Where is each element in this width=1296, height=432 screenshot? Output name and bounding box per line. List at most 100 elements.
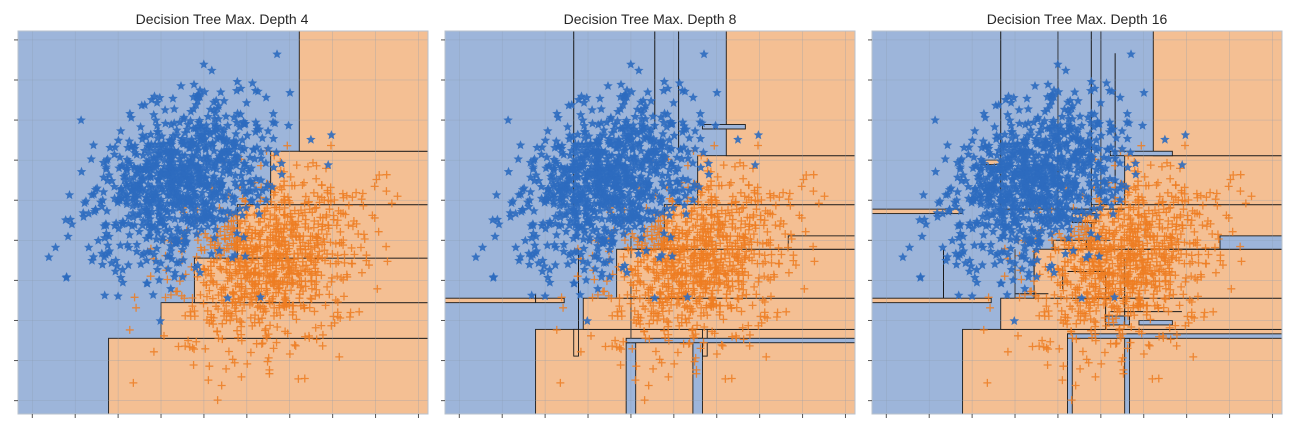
point-class-b [214,291,223,300]
point-class-a [1085,160,1095,170]
point-class-b [986,303,995,312]
point-class-b [301,332,310,341]
point-class-b [317,271,326,280]
point-class-a [697,118,707,128]
point-class-a [198,206,208,216]
point-class-a [174,197,185,207]
point-class-b [789,256,798,265]
point-class-b [639,280,648,289]
point-class-a [99,290,110,300]
point-class-a [187,219,197,229]
point-class-a [665,180,676,190]
point-class-a [110,266,121,276]
point-class-a [122,240,133,249]
point-class-a [601,167,612,177]
point-class-b [188,302,197,311]
point-class-b [644,296,653,305]
point-class-b [681,280,690,289]
point-class-a [139,248,149,258]
point-class-a [98,187,109,197]
point-class-b [665,306,674,315]
point-class-a [542,152,552,162]
point-class-b [1149,294,1158,303]
point-class-a [633,248,644,258]
point-class-a [182,124,193,134]
point-class-a [545,186,555,196]
point-class-b [1191,238,1200,247]
point-class-b [658,282,667,291]
point-class-b [320,195,329,204]
point-class-a [663,170,673,180]
point-class-b [283,193,292,202]
point-class-b [325,205,334,214]
point-class-a [651,147,662,157]
point-class-b [1124,249,1133,258]
point-class-b [713,231,722,240]
point-class-b [332,221,341,230]
point-class-a [577,145,587,155]
point-class-b [762,352,771,361]
point-class-b [1076,257,1085,266]
point-class-b [602,277,611,286]
point-class-b [1062,277,1071,286]
point-class-b [129,378,138,387]
point-class-b [627,245,636,254]
point-class-b [207,269,216,278]
point-class-a [125,108,135,118]
point-class-a [576,249,586,259]
point-class-b [715,276,724,285]
point-class-b [192,252,201,261]
point-class-b [355,307,364,316]
point-class-a [240,251,250,261]
point-class-b [1089,219,1098,228]
point-class-b [1089,257,1098,266]
point-class-b [1081,274,1090,283]
point-class-b [315,198,324,207]
point-class-a [666,232,676,242]
point-class-a [550,142,560,152]
point-class-a [558,168,569,178]
point-class-a [1020,246,1030,256]
point-class-b [1193,292,1202,301]
point-class-a [186,183,196,193]
point-class-a [665,186,676,195]
point-class-b [188,294,197,303]
point-class-b [231,282,240,291]
point-class-b [1076,316,1085,325]
point-class-b [263,243,272,252]
point-class-b [254,315,263,324]
point-class-b [671,265,680,274]
point-class-b [277,265,286,274]
point-class-b [1201,243,1210,252]
point-class-a [98,172,109,182]
point-class-a [578,234,589,244]
point-class-b [1165,323,1174,332]
point-class-a [636,204,646,214]
point-class-b [252,242,261,251]
point-class-a [568,202,578,212]
point-class-a [678,173,688,183]
point-class-b [1193,209,1202,218]
point-class-b [693,321,702,330]
point-class-b [782,307,791,316]
point-class-a [595,93,605,103]
point-class-b [1236,242,1245,251]
point-class-a [253,86,263,96]
point-class-b [1203,216,1212,225]
point-class-b [643,262,652,271]
point-class-a [589,168,599,178]
point-class-b [310,216,319,225]
point-class-a [572,230,582,240]
point-class-a [216,183,226,193]
point-class-a [168,206,178,215]
point-class-b [318,213,327,222]
point-class-b [196,290,205,299]
point-class-b [1039,342,1048,351]
point-class-b [737,280,746,289]
point-class-b [237,318,246,327]
point-class-b [693,258,702,267]
point-class-b [761,257,770,266]
point-class-a [90,184,101,194]
point-class-b [658,297,667,306]
point-class-b [745,213,754,222]
